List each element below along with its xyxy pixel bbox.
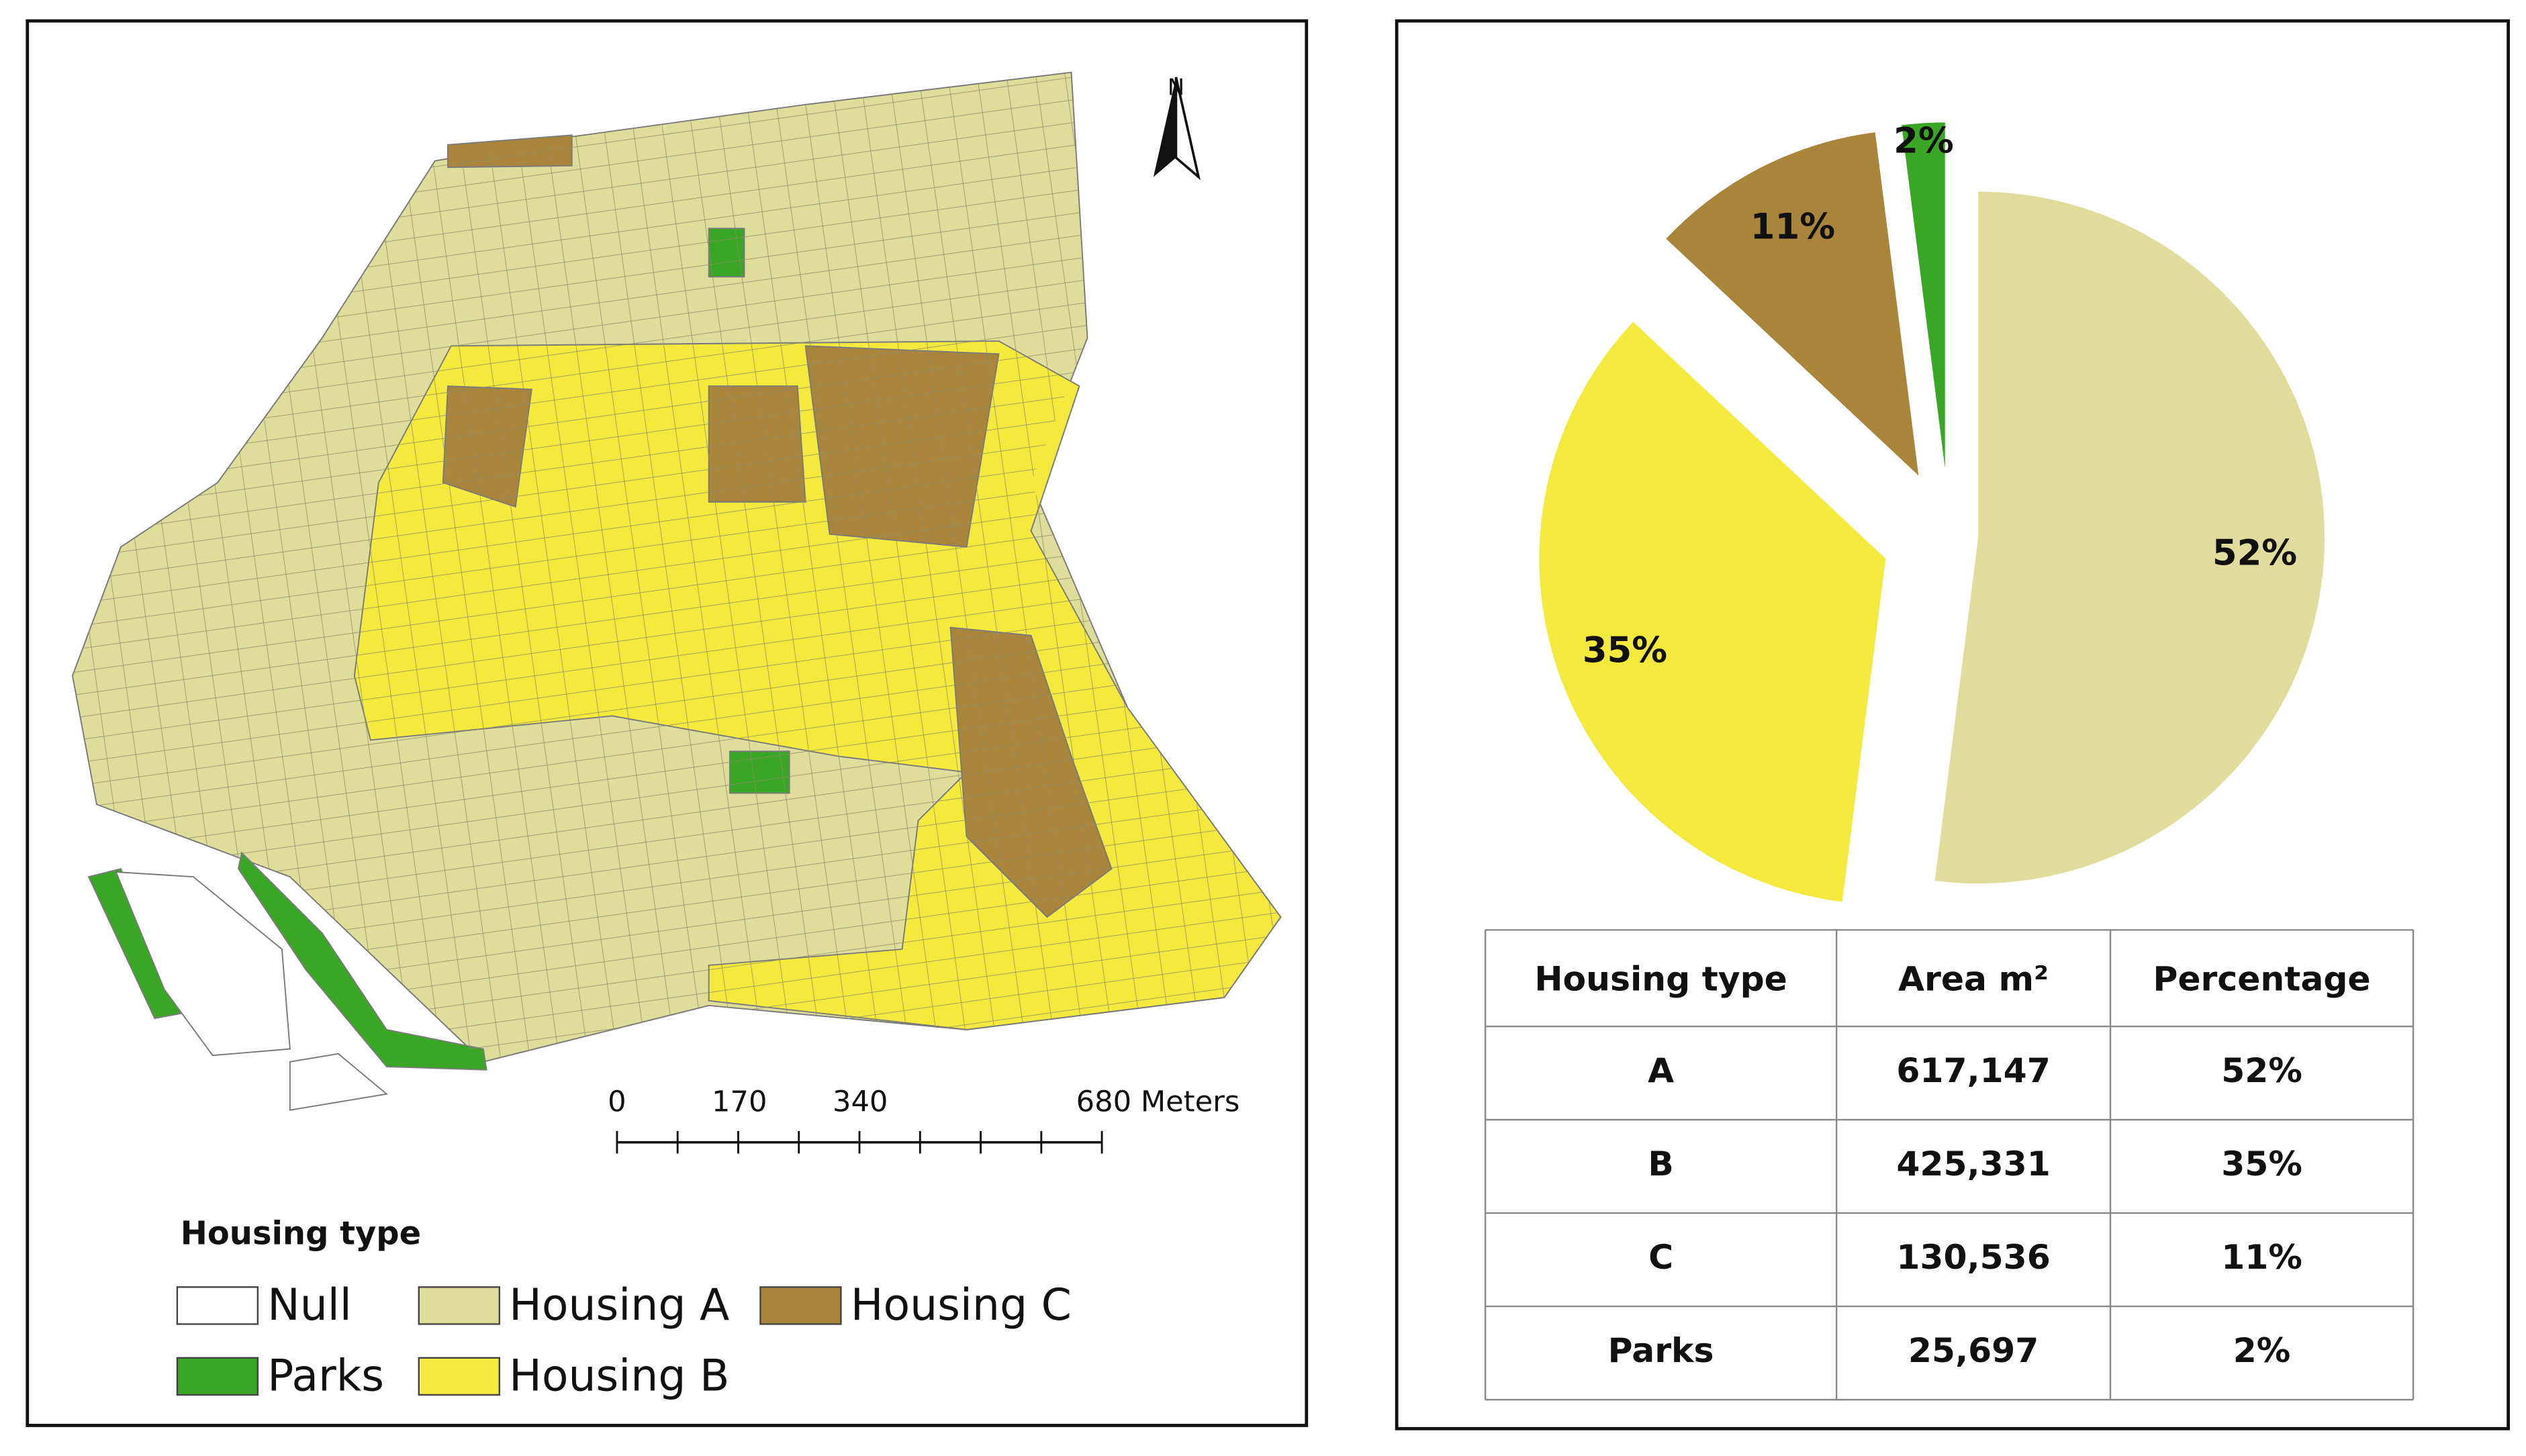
table-cell: 425,331 [1896,1144,2050,1183]
chart-panel [1395,19,2511,1430]
scale-bar: 0 170 340 680 Meters [608,1085,1239,1154]
table-cell: 617,147 [1896,1051,2050,1090]
pie-slice [1539,322,1886,902]
north-label: N [1168,74,1184,100]
scale-label: 170 [712,1085,767,1119]
table-header: Housing type [1534,959,1787,998]
table-cell: 52% [2221,1051,2302,1090]
pie-label: 52% [2212,532,2297,573]
map: N [71,71,1282,1111]
table-cell: A [1648,1051,1674,1090]
table: Housing type Area m² Percentage A 617,147 52%… [1484,929,2415,1401]
legend-title: Housing type [181,1215,421,1253]
legend-label: Housing B [509,1351,729,1402]
north-arrow [1174,77,1201,181]
table-header: Percentage [2153,959,2370,998]
table-cell: 11% [2221,1237,2302,1277]
north-arrow [1153,77,1176,177]
park-area [238,851,487,1071]
scale-label: 680 Meters [1076,1085,1240,1119]
table-header: Area m² [1898,959,2049,998]
legend-swatch [418,1286,500,1325]
pie-slice [1902,122,1945,469]
legend-label: Housing A [509,1280,729,1330]
legend-label: Null [267,1280,352,1330]
pie-label: 2% [1893,120,1954,161]
street-pattern [72,72,1281,1062]
legend-swatch [418,1357,500,1396]
legend-swatch [176,1286,259,1325]
null-area [289,1053,389,1111]
park-area [87,868,182,1020]
legend-label: Parks [267,1351,384,1402]
legend: Null Housing A Housing C Parks Housing B [176,1280,1072,1402]
legend-swatch [176,1357,259,1396]
table-cell: C [1648,1237,1673,1277]
scale-label: 0 [608,1085,626,1119]
table-cell: 35% [2221,1144,2302,1183]
table-cell: Parks [1608,1330,1714,1370]
legend-swatch [759,1286,842,1325]
pie-slice [1666,132,1919,476]
null-area [115,871,291,1057]
pie-label: 11% [1750,207,1835,248]
legend-label: Housing C [851,1280,1072,1330]
table-cell: 25,697 [1908,1330,2039,1370]
pie-slice [1934,191,2325,884]
scale-label: 340 [833,1085,888,1119]
table-cell: 2% [2233,1330,2291,1370]
pie-chart: 52% 35% 11% 2% [1539,120,2325,902]
table-cell: 130,536 [1896,1237,2050,1277]
pie-label: 35% [1583,630,1667,671]
table-cell: B [1648,1144,1673,1183]
